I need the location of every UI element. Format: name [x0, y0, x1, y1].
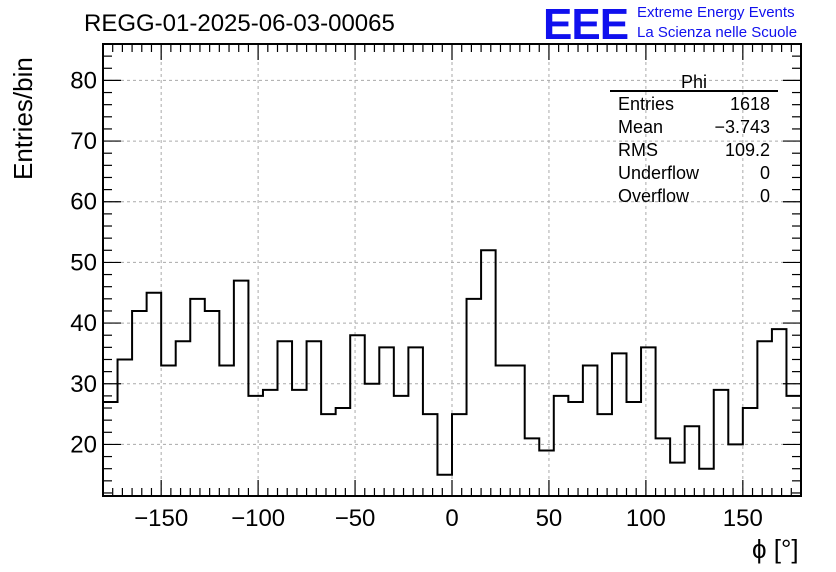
histogram-bin-10 — [248, 396, 263, 496]
logo-line-2: La Scienza nelle Scuole — [637, 24, 798, 41]
eee-logo: EEE — [543, 0, 629, 49]
histogram-bin-6 — [190, 299, 205, 496]
histogram-bin-16 — [336, 408, 351, 496]
histogram-bin-2 — [132, 311, 147, 496]
y-tick-label: 70 — [70, 128, 97, 155]
x-tick-label: 100 — [626, 505, 666, 532]
histogram-bin-17 — [350, 335, 365, 496]
y-tick-label: 60 — [70, 189, 97, 216]
histogram-bin-29 — [525, 438, 540, 496]
histogram-bin-35 — [612, 353, 627, 496]
histogram-bin-45 — [757, 341, 772, 496]
histogram-bin-18 — [365, 384, 380, 496]
stats-label: Mean — [618, 117, 663, 137]
stats-label: Overflow — [618, 186, 690, 206]
x-tick-label: −150 — [134, 505, 188, 532]
histogram-bin-9 — [234, 281, 249, 496]
x-tick-label: 150 — [723, 505, 763, 532]
histogram-bin-19 — [379, 347, 394, 496]
histogram-bin-12 — [278, 341, 293, 496]
histogram-bin-43 — [728, 444, 743, 496]
histogram-bin-30 — [539, 450, 554, 496]
histogram-bin-15 — [321, 414, 336, 496]
histogram-bin-13 — [292, 390, 307, 496]
histogram-bin-22 — [423, 414, 438, 496]
histogram-bin-42 — [714, 390, 729, 496]
tick-labels: −150 −100 −50 0 50 100 150 20 30 40 50 60 70 80 — [70, 67, 763, 532]
stats-label: Entries — [618, 94, 674, 114]
x-axis-label: ϕ [°] — [752, 534, 799, 564]
stats-value: 0 — [760, 163, 770, 183]
y-tick-label: 30 — [70, 371, 97, 398]
stats-label: RMS — [618, 140, 658, 160]
histogram-bin-11 — [263, 390, 278, 496]
histogram-steps — [103, 249, 801, 496]
histogram-bin-1 — [118, 359, 133, 496]
x-tick-label: −100 — [231, 505, 285, 532]
y-tick-label: 20 — [70, 431, 97, 458]
stats-value: 1618 — [730, 94, 770, 114]
histogram-bin-27 — [496, 366, 511, 496]
histogram-bin-46 — [772, 329, 787, 496]
histogram-bin-39 — [670, 463, 685, 496]
histogram-bin-7 — [205, 311, 220, 496]
histogram-bin-20 — [394, 396, 409, 496]
y-tick-label: 40 — [70, 310, 97, 337]
histogram-line — [103, 249, 801, 476]
histogram-bin-21 — [408, 347, 423, 496]
x-tick-label: 0 — [445, 505, 458, 532]
histogram-bin-3 — [147, 293, 162, 496]
stats-value: 0 — [760, 186, 770, 206]
histogram-bin-32 — [568, 402, 583, 496]
stats-label: Underflow — [618, 163, 700, 183]
histogram-bin-37 — [641, 347, 656, 496]
histogram-bin-25 — [467, 299, 482, 496]
histogram-bin-24 — [452, 414, 467, 496]
histogram-bin-36 — [627, 402, 642, 496]
histogram-bin-4 — [161, 366, 176, 496]
histogram-bin-14 — [307, 341, 322, 496]
histogram-bin-41 — [699, 469, 714, 496]
histogram-bin-23 — [437, 475, 452, 496]
stats-value: 109.2 — [725, 140, 770, 160]
histogram-bin-26 — [481, 250, 496, 496]
stats-box: Phi Entries 1618 Mean −3.743 RMS 109.2 Underflo… — [610, 72, 778, 206]
histogram-bin-44 — [743, 408, 758, 496]
stats-title: Phi — [681, 72, 707, 92]
histogram-bin-40 — [685, 426, 700, 496]
y-tick-label: 80 — [70, 67, 97, 94]
histogram-bin-8 — [219, 366, 234, 496]
x-tick-label: −50 — [335, 505, 376, 532]
run-title: REGG-01-2025-06-03-00065 — [84, 10, 395, 37]
y-tick-label: 50 — [70, 249, 97, 276]
axis-ticks — [103, 43, 801, 496]
x-tick-label: 50 — [536, 505, 563, 532]
logo-line-1: Extreme Energy Events — [637, 4, 795, 21]
histogram-bin-34 — [597, 414, 612, 496]
histogram-bin-38 — [656, 438, 671, 496]
histogram-bin-31 — [554, 396, 569, 496]
histogram-bin-5 — [176, 341, 191, 496]
stats-value: −3.743 — [714, 117, 770, 137]
histogram-bin-0 — [103, 402, 118, 496]
histogram-bin-33 — [583, 366, 598, 496]
histogram-bin-28 — [510, 366, 525, 496]
